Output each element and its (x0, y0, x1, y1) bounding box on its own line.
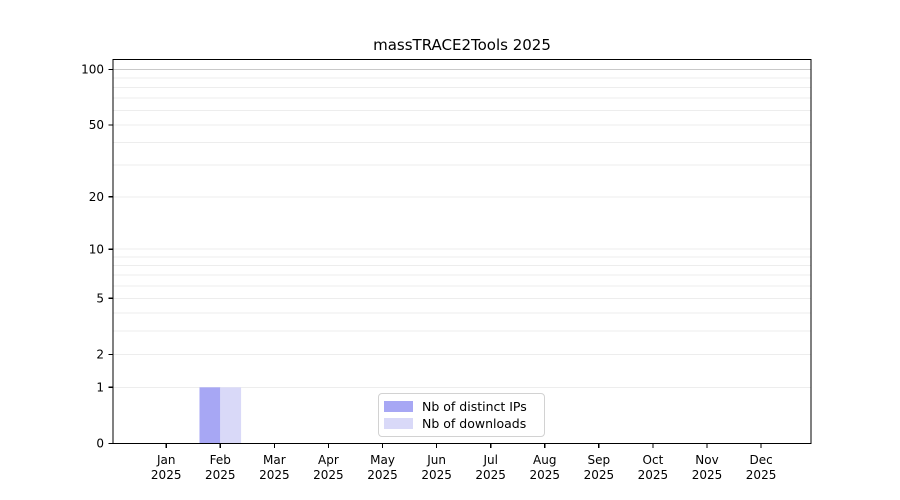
legend-label-downloads: Nb of downloads (422, 416, 527, 432)
y-tick-label: 0 (96, 437, 104, 451)
x-tick-label: Jan 2025 (151, 453, 182, 482)
x-tick-label: Jul 2025 (475, 453, 506, 482)
legend-label-distinct-ips: Nb of distinct IPs (422, 398, 527, 414)
x-tick-label: Dec 2025 (746, 453, 777, 482)
legend-entry-downloads: Nb of downloads (384, 416, 538, 431)
y-tick-label: 5 (96, 291, 104, 305)
x-tick-label: Mar 2025 (259, 453, 290, 482)
y-tick-label: 20 (89, 190, 104, 204)
y-tick-label: 1 (96, 381, 104, 395)
legend: Nb of distinct IPs Nb of downloads (378, 393, 545, 437)
x-tick-label: Apr 2025 (313, 453, 344, 482)
x-tick-label: Jun 2025 (421, 453, 452, 482)
axes-box (112, 58, 812, 445)
y-tick-label: 50 (89, 118, 104, 132)
y-tick-label: 100 (81, 63, 104, 77)
legend-swatch-distinct-ips-icon (384, 400, 413, 412)
y-tick-label: 10 (89, 242, 104, 256)
x-tick-label: May 2025 (367, 453, 398, 482)
bar-feb-2025 (220, 387, 242, 444)
legend-swatch-downloads-icon (384, 418, 413, 430)
legend-entry-distinct-ips: Nb of distinct IPs (384, 399, 538, 414)
bar-feb-2025 (199, 387, 221, 444)
x-tick-label: Sep 2025 (584, 453, 615, 482)
x-tick-label: Feb 2025 (205, 453, 236, 482)
x-tick-label: Oct 2025 (638, 453, 669, 482)
x-tick-label: Aug 2025 (529, 453, 560, 482)
chart-title: massTRACE2Tools 2025 (373, 36, 551, 54)
x-tick-label: Nov 2025 (692, 453, 723, 482)
y-tick-label: 2 (96, 348, 104, 362)
